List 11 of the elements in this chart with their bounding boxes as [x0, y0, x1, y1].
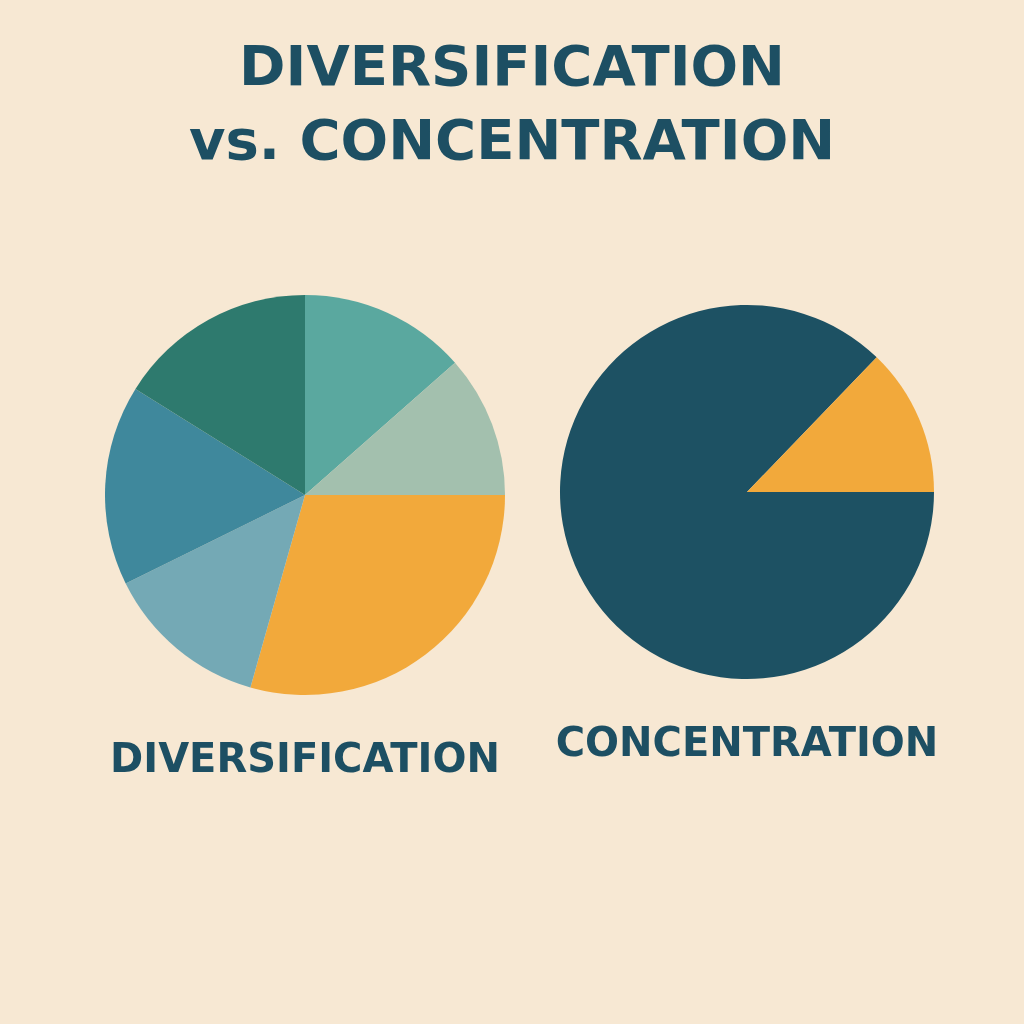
pie-slice — [135, 295, 305, 495]
text: DIVERSIFICATION vs. CONCENTRATION — [188, 33, 836, 172]
pie-slice — [305, 295, 456, 495]
pie-slice — [305, 362, 505, 495]
text: DIVERSIFICATION — [110, 735, 500, 781]
pie-slice — [105, 388, 305, 584]
text: CONCENTRATION — [555, 719, 939, 765]
pie-slice — [125, 495, 305, 688]
pie-slice — [250, 495, 505, 695]
pie-slice — [747, 357, 934, 492]
pie-slice — [560, 305, 934, 679]
